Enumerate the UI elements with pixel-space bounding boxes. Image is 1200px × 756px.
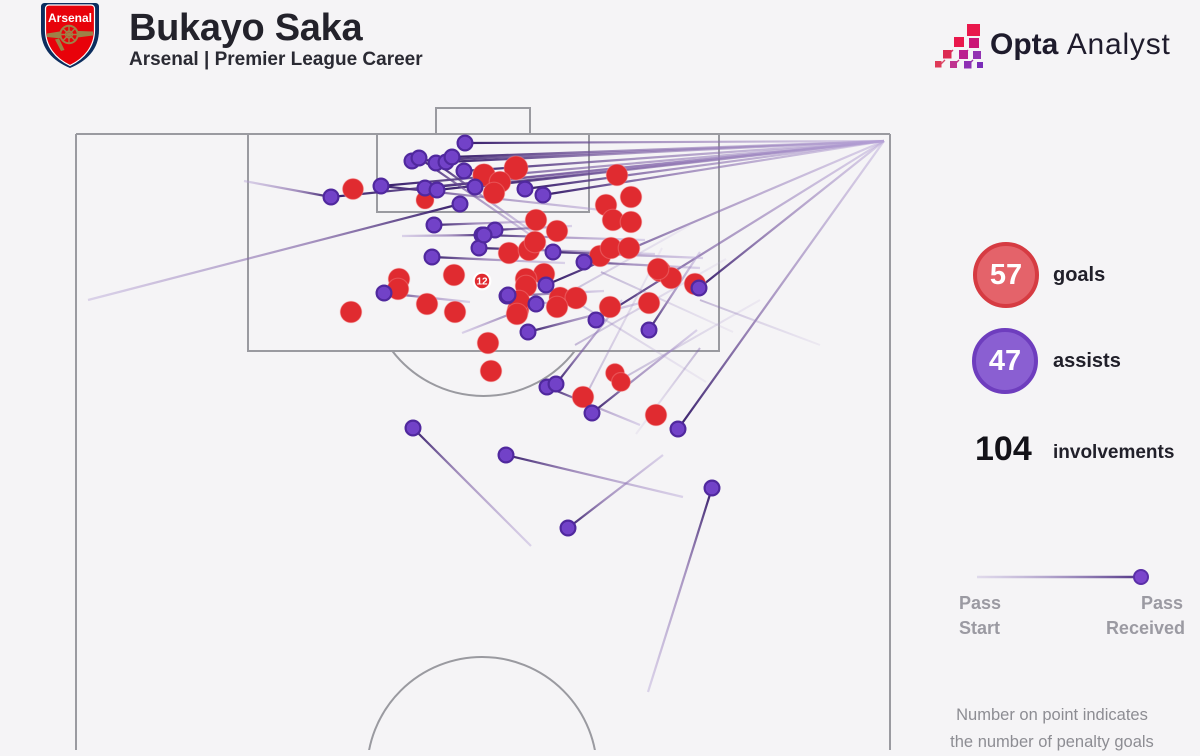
svg-text:12: 12 [476,277,488,288]
svg-text:Arsenal: Arsenal [48,11,92,25]
